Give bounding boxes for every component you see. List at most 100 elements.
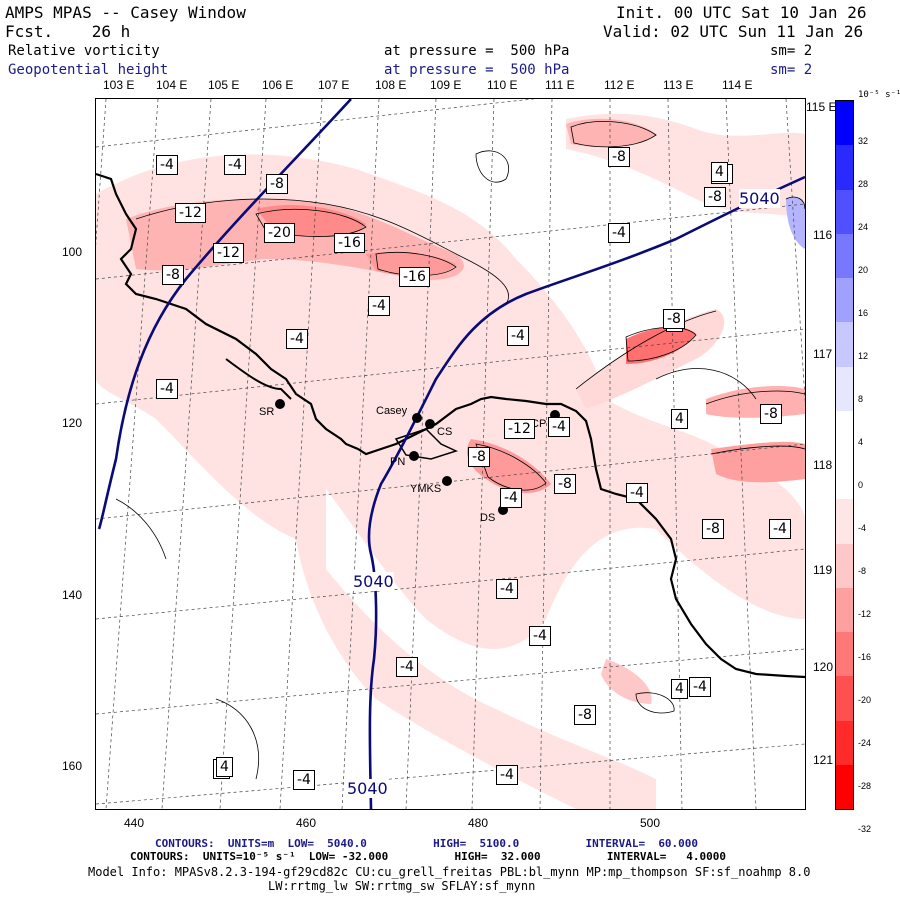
y-tick: 100 [62, 245, 82, 259]
vorticity-contour-label: -8 [468, 447, 490, 467]
station-marker[interactable] [412, 413, 422, 423]
lon-label: 105 E [208, 78, 239, 92]
vorticity-contour-label: -4 [507, 326, 529, 346]
vorticity-contour-label: -12 [504, 419, 535, 439]
colorbar-tick-label: -20 [858, 695, 871, 705]
colorbar-swatch [836, 145, 853, 189]
colorbar-tick-label: 4 [858, 437, 863, 447]
colorbar-swatch [836, 765, 853, 809]
field2-level: at pressure = 500 hPa [384, 63, 569, 77]
vorticity-contour-label: -8 [554, 474, 576, 494]
height-label: 5040 [739, 189, 780, 208]
vorticity-contour-label: -12 [213, 243, 244, 263]
x-tick: 480 [468, 816, 488, 830]
vorticity-contour-label: 4 [216, 757, 233, 777]
vorticity-contour-label: 4 [711, 162, 728, 182]
colorbar-swatch [836, 278, 853, 322]
vorticity-contour-label: -8 [702, 519, 724, 539]
colorbar-tick-label: 32 [858, 136, 868, 146]
colorbar-unit: 10⁻⁵ s⁻¹ [858, 91, 900, 100]
vorticity-contour-label: -4 [529, 626, 551, 646]
lon-label: 104 E [156, 78, 187, 92]
colorbar-swatch [836, 101, 853, 145]
vorticity-contour-label: -16 [399, 267, 430, 287]
lon-label: 109 E [430, 78, 461, 92]
shade-mid [706, 386, 805, 418]
colorbar-swatch [836, 322, 853, 366]
vorticity-contour-label: -4 [156, 379, 178, 399]
init-time: Init. 00 UTC Sat 10 Jan 26 [616, 5, 866, 21]
vorticity-contour-label: -4 [769, 519, 791, 539]
colorbar-tick-label: 24 [858, 222, 868, 232]
vorticity-contour-label: -8 [574, 705, 596, 725]
forecast-hour: Fcst. 26 h [5, 24, 130, 40]
lon-label: 111 E [545, 78, 575, 92]
chart-title: AMPS MPAS -- Casey Window [5, 5, 246, 21]
colorbar-swatch [836, 721, 853, 765]
vorticity-contour-label: -4 [500, 488, 522, 508]
station-label: Casey [376, 405, 407, 417]
vorticity-contour-label: 4 [671, 409, 688, 429]
y-tick: 120 [62, 416, 82, 430]
shade-mid [601, 659, 652, 704]
vorticity-contour-label: -4 [396, 657, 418, 677]
physics-info: LW:rrtmg_lw SW:rrtmg_sw SFLAY:sf_mynn [268, 880, 535, 892]
colorbar-swatch [836, 190, 853, 234]
vorticity-contour-label: -4 [293, 770, 315, 790]
colorbar-tick-label: -32 [858, 824, 871, 834]
colorbar-swatch [836, 455, 853, 499]
colorbar-tick-label: 0 [858, 480, 863, 490]
x-tick: 460 [296, 816, 316, 830]
shade-mid [711, 442, 805, 482]
colorbar-tick-label: 16 [858, 308, 868, 318]
station-marker[interactable] [425, 419, 435, 429]
colorbar [835, 100, 854, 810]
colorbar-tick-label: 20 [858, 265, 868, 275]
lon-label: 112 E [604, 78, 634, 92]
vorticity-contour-label: -8 [704, 187, 726, 207]
contour-info-vorticity: CONTOURS: UNITS=10⁻⁵ s⁻¹ LOW= -32.000 HI… [130, 851, 726, 862]
vorticity-contour-label: -4 [496, 579, 518, 599]
vorticity-contour-label: -4 [224, 155, 246, 175]
station-label: PN [390, 456, 405, 468]
field1-name: Relative vorticity [8, 44, 160, 58]
valid-time: Valid: 02 UTC Sun 11 Jan 26 [603, 24, 863, 40]
vorticity-contour-label: -4 [368, 296, 390, 316]
vorticity-contour-label: -4 [496, 765, 518, 785]
vorticity-contour-label: -4 [689, 677, 711, 697]
station-label: SR [259, 406, 274, 418]
field2-smoothing: sm= 2 [770, 63, 812, 77]
vorticity-contour-label: -8 [608, 147, 630, 167]
station-marker[interactable] [275, 399, 285, 409]
colorbar-swatch [836, 499, 853, 543]
vorticity-contour-label: -4 [156, 155, 178, 175]
field2-name: Geopotential height [8, 63, 168, 77]
station-marker[interactable] [442, 476, 452, 486]
vorticity-contour-label: -20 [264, 223, 295, 243]
y-tick: 140 [62, 588, 82, 602]
vorticity-contour-label: -16 [334, 233, 365, 253]
station-label: DS [480, 512, 495, 524]
map-panel[interactable]: SR Casey CS PN YMKS DS CP 5040 5040 5040… [95, 98, 806, 810]
vorticity-contour-label: -8 [266, 174, 288, 194]
station-label: CS [437, 426, 452, 438]
vorticity-contour-label: -8 [760, 404, 782, 424]
y-tick: 160 [62, 759, 82, 773]
colorbar-tick-label: 28 [858, 179, 868, 189]
model-info: Model Info: MPASv8.2.3-194-gf29cd82c CU:… [88, 866, 810, 878]
lon-label: 113 E [663, 78, 693, 92]
vorticity-contour-label: -4 [548, 417, 570, 437]
field1-level: at pressure = 500 hPa [384, 44, 569, 58]
vorticity-contour-label: -4 [286, 329, 308, 349]
vorticity-contour-label: -4 [626, 483, 648, 503]
lon-label: 107 E [318, 78, 349, 92]
lon-label: 103 E [103, 78, 134, 92]
colorbar-swatch [836, 411, 853, 455]
colorbar-tick-label: -12 [858, 609, 871, 619]
colorbar-tick-label: 8 [858, 394, 863, 404]
station-marker[interactable] [409, 451, 419, 461]
field1-smoothing: sm= 2 [770, 44, 812, 58]
vorticity-contour-label: -12 [175, 203, 206, 223]
height-label: 5040 [347, 779, 388, 798]
lon-label: 106 E [262, 78, 293, 92]
